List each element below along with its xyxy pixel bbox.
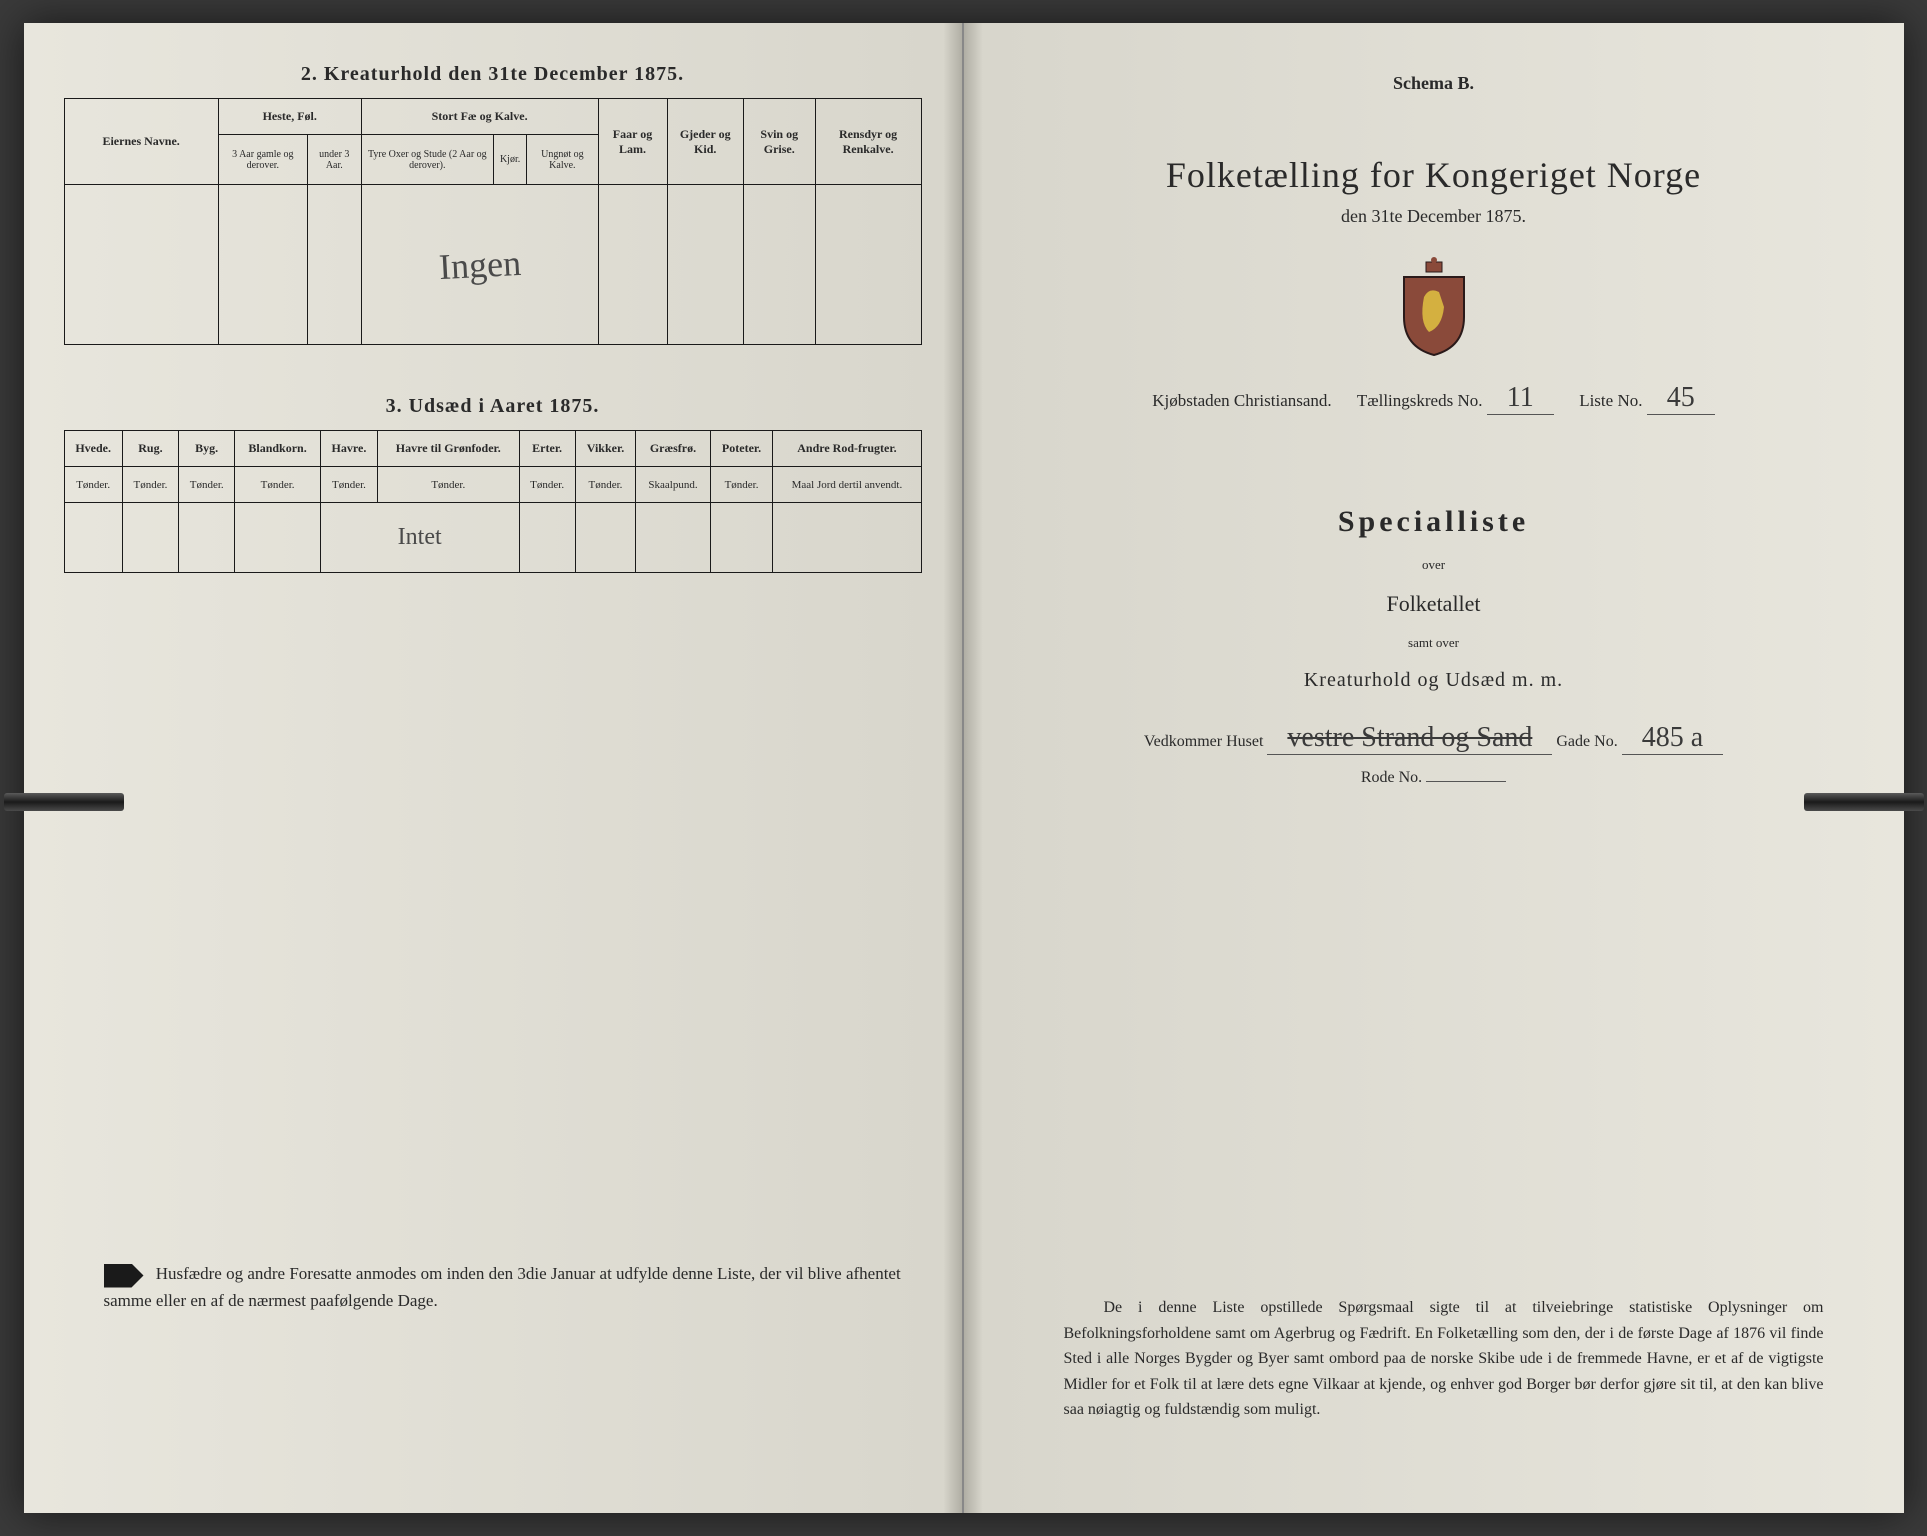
gade-value: 485 a — [1622, 722, 1723, 755]
unit: Skaalpund. — [636, 467, 711, 503]
cell — [307, 185, 361, 345]
cell — [743, 185, 815, 345]
th-blandkorn: Blandkorn. — [235, 431, 321, 467]
th-kjor: Kjør. — [493, 135, 526, 185]
unit: Tønder. — [64, 467, 122, 503]
rode-label: Rode No. — [1361, 769, 1422, 786]
main-title: Folketælling for Kongeriget Norge — [1004, 154, 1864, 196]
cell — [636, 503, 711, 573]
schema-label: Schema B. — [1004, 73, 1864, 94]
cell — [710, 503, 773, 573]
bottom-paragraph: De i denne Liste opstillede Spørgsmaal s… — [1064, 1295, 1824, 1423]
th-gjeder: Gjeder og Kid. — [667, 99, 743, 185]
cell — [519, 503, 575, 573]
cell-ingen: Ingen — [361, 185, 598, 345]
left-page: 2. Kreaturhold den 31te December 1875. E… — [24, 23, 964, 1513]
section3-title: 3. Udsæd i Aaret 1875. — [64, 395, 922, 418]
table3-units-row: Tønder. Tønder. Tønder. Tønder. Tønder. … — [64, 467, 921, 503]
liste-value: 45 — [1647, 382, 1715, 415]
unit: Tønder. — [320, 467, 377, 503]
table-udsaed: Hvede. Rug. Byg. Blandkorn. Havre. Havre… — [64, 430, 922, 573]
th-heste: Heste, Føl. — [218, 99, 361, 135]
cell-navn — [64, 185, 218, 345]
handwriting-intet: Intet — [398, 524, 442, 550]
th-hvede: Hvede. — [64, 431, 122, 467]
th-svin: Svin og Grise. — [743, 99, 815, 185]
binder-clip-right — [1804, 793, 1924, 811]
th-heste-under3: under 3 Aar. — [307, 135, 361, 185]
footnote-text: Husfædre og andre Foresatte anmodes om i… — [104, 1264, 901, 1309]
unit: Tønder. — [575, 467, 635, 503]
vedkommer-line: Vedkommer Huset vestre Strand og Sand Ga… — [1004, 722, 1864, 755]
table-kreaturhold: Eiernes Navne. Heste, Føl. Stort Fæ og K… — [64, 98, 922, 345]
vedkommer-strike: vestre Strand og Sand — [1267, 722, 1552, 755]
th-vikker: Vikker. — [575, 431, 635, 467]
sub-date: den 31te December 1875. — [1004, 206, 1864, 227]
th-faar: Faar og Lam. — [598, 99, 667, 185]
specialliste-title: Specialliste — [1004, 505, 1864, 539]
coat-of-arms-icon — [1004, 257, 1864, 362]
th-eiernes: Eiernes Navne. — [64, 99, 218, 185]
cell — [64, 503, 122, 573]
unit: Tønder. — [710, 467, 773, 503]
unit: Tønder. — [519, 467, 575, 503]
over-label: over — [1004, 557, 1864, 573]
th-graesfro: Græsfrø. — [636, 431, 711, 467]
book-spread: 2. Kreaturhold den 31te December 1875. E… — [24, 23, 1904, 1513]
section2-title: 2. Kreaturhold den 31te December 1875. — [64, 63, 922, 86]
samt-label: samt over — [1004, 635, 1864, 651]
rode-line: Rode No. — [1004, 769, 1864, 787]
pointing-hand-icon — [104, 1264, 144, 1288]
unit: Maal Jord dertil anvendt. — [773, 467, 921, 503]
liste-label: Liste No. — [1579, 391, 1642, 410]
unit: Tønder. — [122, 467, 178, 503]
cell — [575, 503, 635, 573]
cell — [235, 503, 321, 573]
th-rensdyr: Rensdyr og Renkalve. — [815, 99, 921, 185]
unit: Tønder. — [378, 467, 519, 503]
cell — [598, 185, 667, 345]
th-tyre: Tyre Oxer og Stude (2 Aar og derover). — [361, 135, 493, 185]
th-rodfrugter: Andre Rod-frugter. — [773, 431, 921, 467]
th-fae: Stort Fæ og Kalve. — [361, 99, 598, 135]
cell — [773, 503, 921, 573]
cell — [122, 503, 178, 573]
right-page: Schema B. Folketælling for Kongeriget No… — [964, 23, 1904, 1513]
tkreds-label: Tællingskreds No. — [1357, 391, 1483, 410]
rode-value — [1426, 781, 1506, 782]
cell — [218, 185, 307, 345]
th-ungnot: Ungnøt og Kalve. — [527, 135, 598, 185]
unit: Tønder. — [179, 467, 235, 503]
handwriting-ingen: Ingen — [438, 241, 522, 287]
th-erter: Erter. — [519, 431, 575, 467]
th-poteter: Poteter. — [710, 431, 773, 467]
cell-intet: Intet — [320, 503, 519, 573]
meta-line: Kjøbstaden Christiansand. Tællingskreds … — [1004, 382, 1864, 415]
tkreds-value: 11 — [1487, 382, 1554, 415]
th-gronfoder: Havre til Grønfoder. — [378, 431, 519, 467]
binder-clip-left — [4, 793, 124, 811]
th-rug: Rug. — [122, 431, 178, 467]
th-byg: Byg. — [179, 431, 235, 467]
cell — [667, 185, 743, 345]
footnote: Husfædre og andre Foresatte anmodes om i… — [104, 1261, 902, 1313]
unit: Tønder. — [235, 467, 321, 503]
vedkommer-pre: Vedkommer Huset — [1144, 733, 1264, 750]
th-heste-3aar: 3 Aar gamle og derover. — [218, 135, 307, 185]
kjobstad-label: Kjøbstaden Christiansand. — [1152, 391, 1331, 410]
folketallet-label: Folketallet — [1004, 591, 1864, 617]
table3-header-row: Hvede. Rug. Byg. Blandkorn. Havre. Havre… — [64, 431, 921, 467]
kreatur-label: Kreaturhold og Udsæd m. m. — [1004, 669, 1864, 692]
cell — [179, 503, 235, 573]
th-havre: Havre. — [320, 431, 377, 467]
gade-label: Gade No. — [1556, 733, 1617, 750]
cell — [815, 185, 921, 345]
